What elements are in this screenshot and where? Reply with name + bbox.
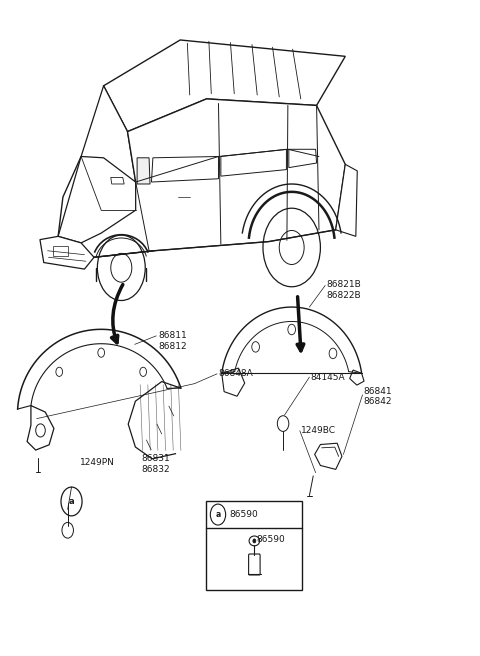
Text: 86848A: 86848A (218, 369, 253, 379)
Text: 1249PN: 1249PN (80, 458, 115, 466)
Text: a: a (216, 510, 221, 519)
Text: 86811
86812: 86811 86812 (158, 331, 187, 351)
Polygon shape (137, 158, 150, 184)
Text: 86841
86842: 86841 86842 (363, 387, 392, 407)
Text: 1249BC: 1249BC (301, 426, 336, 436)
Text: a: a (69, 497, 74, 506)
Polygon shape (40, 236, 94, 269)
Polygon shape (58, 157, 136, 243)
Text: 86821B
86822B: 86821B 86822B (326, 280, 361, 300)
Bar (53, 246, 68, 256)
Text: 86831
86832: 86831 86832 (141, 455, 169, 474)
Text: 84145A: 84145A (311, 373, 346, 382)
Polygon shape (81, 86, 136, 182)
Circle shape (253, 539, 256, 543)
Text: 86590: 86590 (229, 510, 258, 519)
Polygon shape (336, 165, 357, 236)
Polygon shape (104, 40, 345, 132)
Polygon shape (58, 99, 345, 257)
Bar (206, 501, 302, 590)
Text: 86590: 86590 (257, 535, 286, 544)
